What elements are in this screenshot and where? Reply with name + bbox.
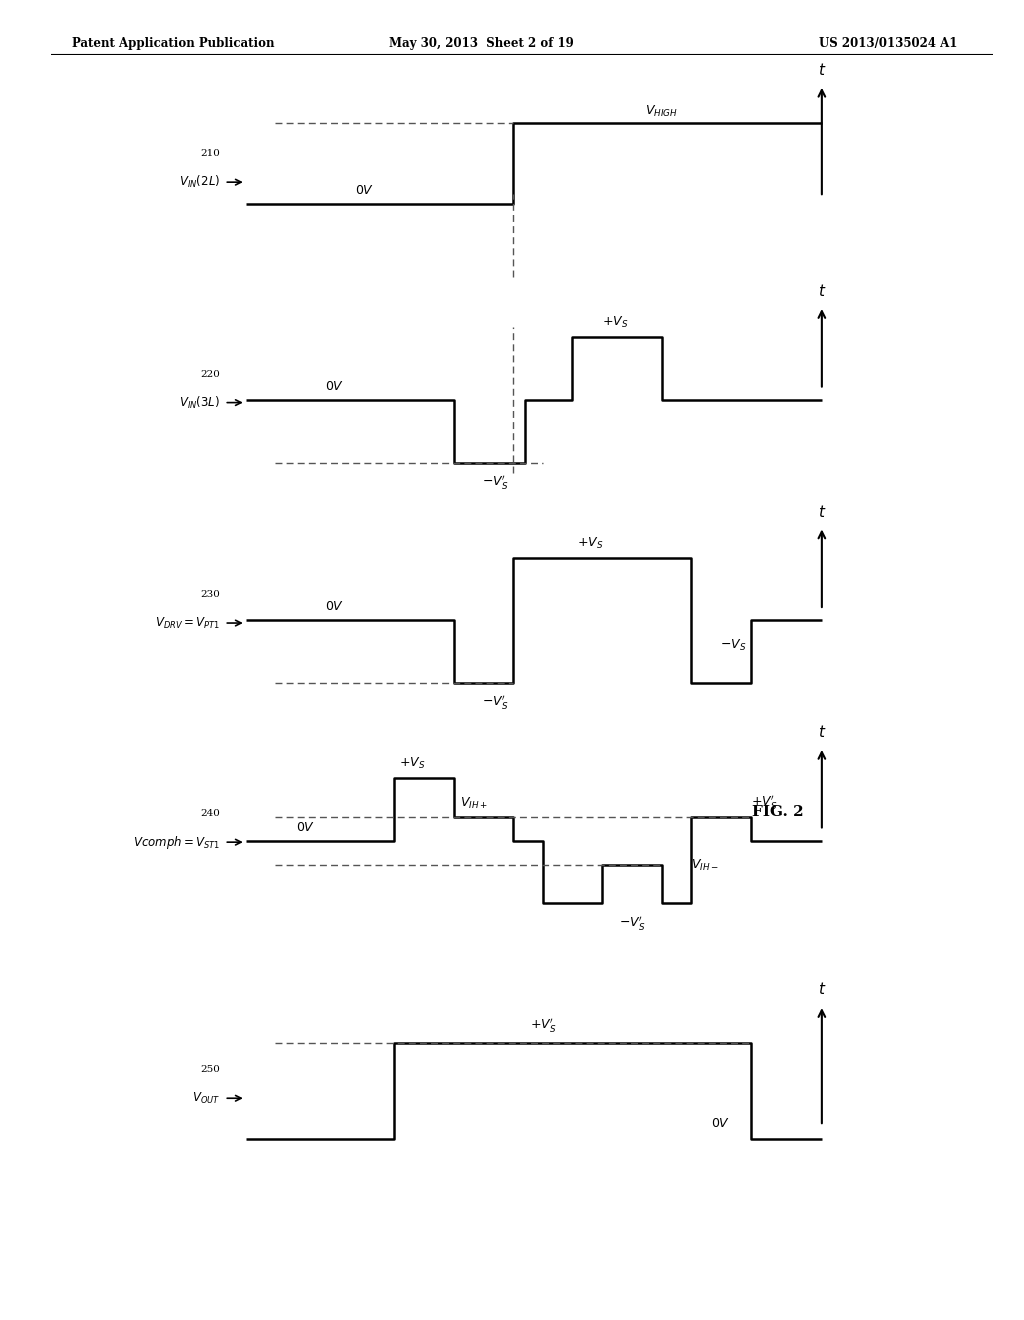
Text: $t$: $t$ (817, 981, 826, 997)
Text: $0V$: $0V$ (712, 1117, 730, 1130)
Text: $0V$: $0V$ (326, 380, 344, 393)
Text: $+V_S$: $+V_S$ (578, 536, 603, 550)
Text: 240: 240 (201, 809, 220, 818)
Text: $0V$: $0V$ (326, 601, 344, 614)
Text: $V_{IN}(2L)$: $V_{IN}(2L)$ (179, 174, 220, 190)
Text: $V_{IH-}$: $V_{IH-}$ (691, 858, 719, 874)
Text: 250: 250 (201, 1065, 220, 1074)
Text: May 30, 2013  Sheet 2 of 19: May 30, 2013 Sheet 2 of 19 (389, 37, 573, 50)
Text: $V_{IN}(3L)$: $V_{IN}(3L)$ (179, 395, 220, 411)
Text: $+V_S'$: $+V_S'$ (751, 793, 777, 812)
Text: $V_{IH+}$: $V_{IH+}$ (460, 796, 487, 812)
Text: $-V_S'$: $-V_S'$ (482, 693, 508, 711)
Text: $-V_S$: $-V_S$ (720, 638, 745, 653)
Text: $-V_S'$: $-V_S'$ (482, 473, 508, 491)
Text: $+V_S$: $+V_S$ (399, 756, 425, 771)
Text: $-V_S'$: $-V_S'$ (618, 913, 645, 932)
Text: $0V$: $0V$ (355, 185, 374, 197)
Text: 230: 230 (201, 590, 220, 599)
Text: Patent Application Publication: Patent Application Publication (72, 37, 274, 50)
Text: 220: 220 (201, 370, 220, 379)
Text: 210: 210 (201, 149, 220, 158)
Text: $+V_S$: $+V_S$ (602, 315, 629, 330)
Text: $V_{DRV}=V_{PT1}$: $V_{DRV}=V_{PT1}$ (156, 615, 220, 631)
Text: $V_{HIGH}$: $V_{HIGH}$ (645, 103, 678, 119)
Text: $t$: $t$ (817, 62, 826, 78)
Text: $t$: $t$ (817, 284, 826, 300)
Text: $Vcomph=V_{ST1}$: $Vcomph=V_{ST1}$ (133, 834, 220, 850)
Text: $0V$: $0V$ (296, 821, 314, 834)
Text: $V_{OUT}$: $V_{OUT}$ (193, 1090, 220, 1106)
Text: $t$: $t$ (817, 504, 826, 520)
Text: US 2013/0135024 A1: US 2013/0135024 A1 (819, 37, 957, 50)
Text: $t$: $t$ (817, 725, 826, 741)
Text: FIG. 2: FIG. 2 (753, 805, 804, 818)
Text: $+V_S'$: $+V_S'$ (529, 1016, 556, 1035)
